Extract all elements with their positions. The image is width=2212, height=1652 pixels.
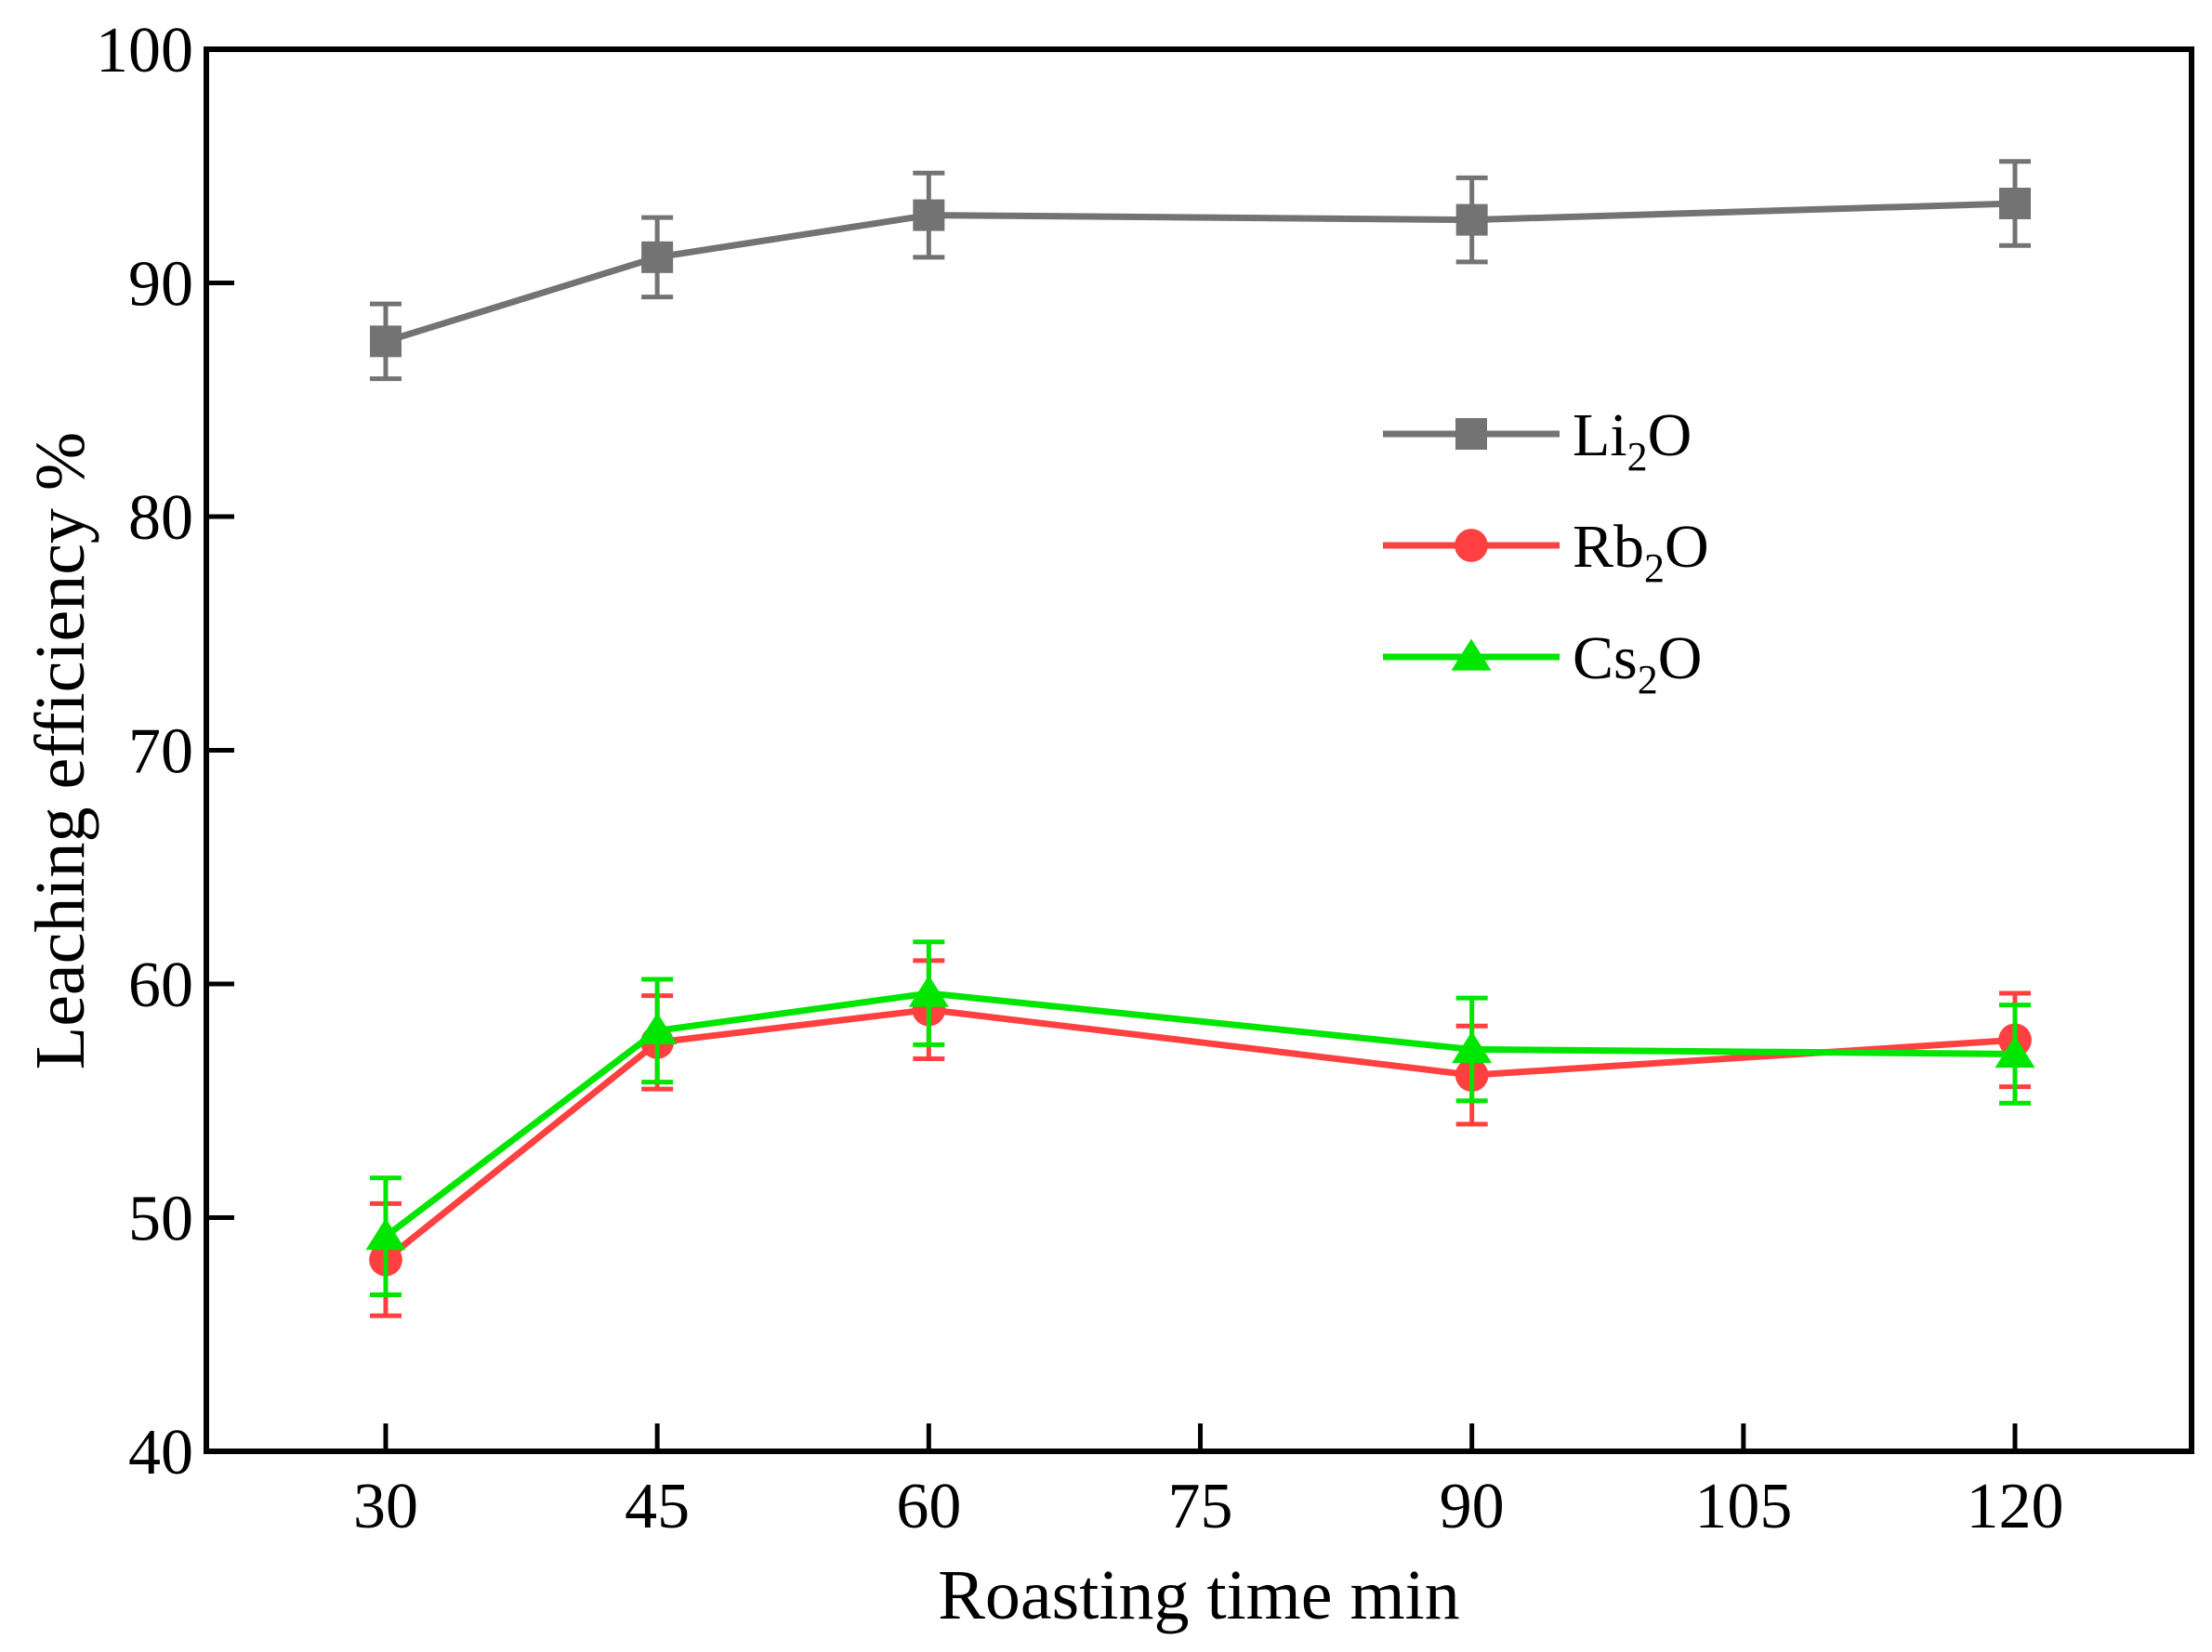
y-tick-label: 50	[128, 1184, 193, 1255]
y-tick-label: 40	[128, 1417, 193, 1488]
series-line	[383, 1006, 2016, 1263]
plot-frame	[204, 46, 2194, 1454]
legend-item-cs2o: Cs2O	[1383, 624, 1702, 702]
legend-marker	[1455, 529, 1488, 562]
y-tick-label: 100	[96, 15, 193, 86]
x-tick-label: 75	[1168, 1471, 1233, 1542]
data-point	[370, 325, 402, 358]
x-axis: 30 45 60 75 90 105 120	[353, 1423, 2064, 1542]
legend-item-li2o: Li2O	[1383, 401, 1692, 479]
y-tick-label: 60	[128, 950, 193, 1021]
legend-marker	[1455, 418, 1487, 450]
x-tick-label: 60	[896, 1471, 961, 1542]
y-axis: 40 50 60 70 80 90 100	[96, 15, 234, 1488]
series-li2o	[370, 159, 2031, 382]
y-tick-label: 70	[128, 716, 193, 788]
legend-label: Rb2O	[1573, 513, 1709, 591]
x-tick-label: 90	[1440, 1471, 1505, 1542]
legend-marker	[1451, 638, 1492, 671]
series-rb2o	[369, 958, 2032, 1318]
y-tick-label: 80	[128, 482, 193, 554]
data-point	[1455, 203, 1488, 236]
x-tick-label: 30	[353, 1471, 418, 1542]
data-point	[365, 1218, 406, 1251]
x-tick-label: 105	[1694, 1471, 1792, 1542]
plot-marks	[365, 159, 2035, 1318]
data-point	[908, 975, 949, 1007]
series-cs2o	[365, 939, 2035, 1297]
data-point	[637, 1012, 678, 1044]
series-line	[384, 200, 2016, 345]
data-point	[641, 241, 674, 273]
data-point	[1995, 1035, 2035, 1069]
legend: Li2O Rb2O Cs2O	[1383, 401, 1709, 702]
data-point	[1999, 187, 2031, 219]
y-tick-label: 90	[128, 249, 193, 321]
legend-item-rb2o: Rb2O	[1383, 513, 1709, 591]
data-point	[913, 199, 945, 231]
x-tick-label: 45	[625, 1471, 690, 1542]
series-line	[383, 990, 2016, 1239]
legend-label: Cs2O	[1573, 624, 1702, 702]
legend-label: Li2O	[1573, 401, 1692, 479]
x-tick-label: 120	[1967, 1471, 2064, 1542]
data-point	[1452, 1030, 1493, 1064]
y-axis-title: Leaching efficiency %	[21, 432, 99, 1069]
x-axis-title: Roasting time min	[938, 1556, 1460, 1634]
